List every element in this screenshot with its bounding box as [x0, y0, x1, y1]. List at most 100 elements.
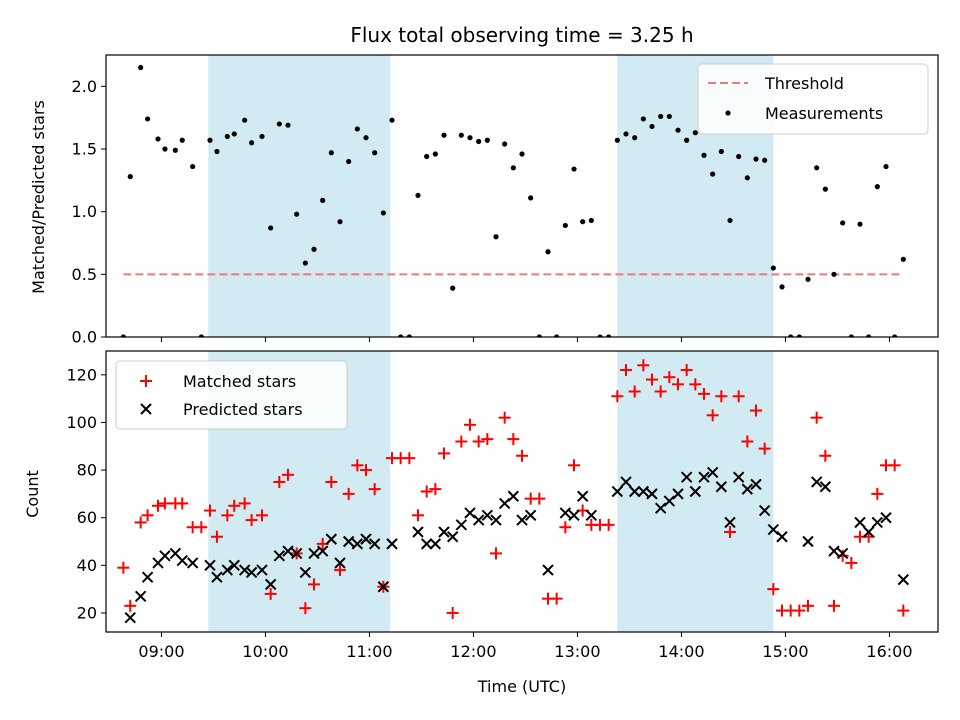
- matched-stars-point: [663, 371, 676, 384]
- matched-stars-point: [732, 390, 745, 403]
- matched-stars-point: [210, 530, 223, 543]
- predicted-stars-point: [420, 538, 433, 550]
- matched-stars-point: [429, 483, 442, 496]
- predicted-stars-point: [429, 538, 442, 550]
- bottom-y-tick-label: 120: [66, 365, 97, 384]
- predicted-stars-point: [264, 578, 277, 591]
- matched-stars-point: [654, 385, 667, 398]
- measurement-point: [198, 334, 204, 337]
- x-tick-label: 12:00: [450, 642, 496, 661]
- measurement-point: [727, 217, 733, 224]
- measurement-point: [268, 225, 274, 231]
- predicted-stars-point: [802, 535, 814, 548]
- measurement-point: [675, 127, 681, 133]
- matched-stars-point: [516, 449, 528, 462]
- measurement-point: [536, 334, 542, 337]
- measurement-point: [857, 221, 863, 227]
- top-y-tick-label: 0.5: [72, 265, 97, 284]
- predicted-stars-point: [507, 490, 520, 502]
- matched-stars-point: [672, 378, 684, 391]
- measurement-point: [528, 195, 534, 201]
- predicted-stars-point: [628, 485, 641, 498]
- measurement-point: [640, 116, 646, 122]
- measurement-point: [231, 131, 237, 137]
- measurement-point: [242, 117, 248, 123]
- predicted-stars-point: [828, 545, 840, 557]
- measurement-point: [190, 163, 196, 170]
- matched-stars-point: [204, 504, 216, 517]
- predicted-stars-point: [750, 478, 762, 491]
- top-y-axis-label: Matched/Predicted stars: [29, 100, 48, 294]
- predicted-stars-point: [524, 509, 537, 522]
- x-tick-label: 11:00: [346, 642, 392, 661]
- matched-stars-point: [334, 564, 346, 577]
- measurement-point: [736, 153, 742, 160]
- measurement-point: [311, 246, 317, 252]
- measurement-point: [424, 153, 430, 160]
- predicted-stars-point: [386, 538, 398, 550]
- predicted-stars-point: [672, 488, 684, 500]
- matched-stars-point: [628, 385, 641, 398]
- predicted-stars-point: [819, 481, 832, 493]
- measurement-point: [441, 132, 447, 138]
- measurement-point: [606, 334, 612, 337]
- matched-stars-point: [680, 364, 693, 377]
- measurement-point: [363, 135, 369, 141]
- matched-stars-point: [767, 583, 780, 596]
- predicted-stars-point: [472, 514, 485, 526]
- predicted-stars-point: [559, 507, 572, 519]
- predicted-stars-point: [767, 523, 780, 536]
- measurement-point: [259, 133, 265, 140]
- matched-stars-point: [620, 364, 632, 377]
- count-panel: 20 40 60 80 100 120 09:00 10:00 11:00 12:00 13:00 1…: [66, 350, 939, 661]
- predicted-stars-point: [490, 514, 502, 526]
- measurement-point: [554, 334, 560, 337]
- predicted-stars-point: [585, 509, 598, 522]
- measurement-point: [874, 184, 880, 190]
- predicted-stars-point: [325, 533, 338, 545]
- measurement-point: [588, 217, 594, 224]
- measurement-point: [545, 249, 551, 255]
- predicted-stars-point: [481, 509, 494, 522]
- matched-stars-point: [464, 418, 476, 431]
- measurement-point: [372, 150, 378, 156]
- top-y-tick-label: 2.0: [72, 77, 97, 96]
- measurement-point: [770, 265, 776, 271]
- bottom-y-tick-label: 80: [77, 461, 97, 480]
- predicted-stars-point: [438, 526, 450, 538]
- x-tick-label: 15:00: [762, 642, 808, 661]
- legend-matched-label: Matched stars: [183, 372, 296, 391]
- predicted-stars-point: [654, 502, 667, 514]
- matched-stars-point: [308, 578, 320, 591]
- predicted-stars-point: [689, 485, 702, 498]
- predicted-stars-point: [758, 504, 771, 517]
- matched-stars-point: [871, 487, 884, 500]
- predicted-stars-point: [238, 564, 251, 576]
- measurement-point: [562, 222, 568, 229]
- bottom-axes-frame: [105, 350, 939, 633]
- matched-stars-point: [897, 604, 910, 617]
- top-axes-frame: [105, 54, 939, 338]
- bottom-y-tick-label: 100: [66, 413, 97, 432]
- measurement-point: [510, 165, 516, 171]
- predicted-stars-point: [732, 471, 745, 483]
- top-plot-area: [120, 55, 906, 337]
- measurement-point: [415, 192, 421, 198]
- measurement-point: [276, 121, 282, 127]
- predicted-stars-point: [724, 516, 736, 529]
- predicted-stars-point: [342, 535, 355, 548]
- predicted-stars-point: [204, 559, 216, 572]
- measurement-point: [623, 131, 629, 137]
- matched-stars-point: [498, 411, 511, 424]
- measurement-point: [127, 173, 133, 180]
- matched-stars-point: [176, 497, 189, 510]
- predicted-stars-point: [273, 550, 286, 562]
- measurement-point: [328, 150, 334, 156]
- measurement-point: [883, 163, 889, 170]
- measurement-point: [138, 64, 144, 71]
- matched-stars-point: [559, 521, 572, 534]
- predicted-stars-point: [256, 564, 268, 576]
- predicted-stars-point: [455, 519, 468, 531]
- measurement-point: [172, 147, 178, 153]
- predicted-stars-point: [176, 554, 188, 567]
